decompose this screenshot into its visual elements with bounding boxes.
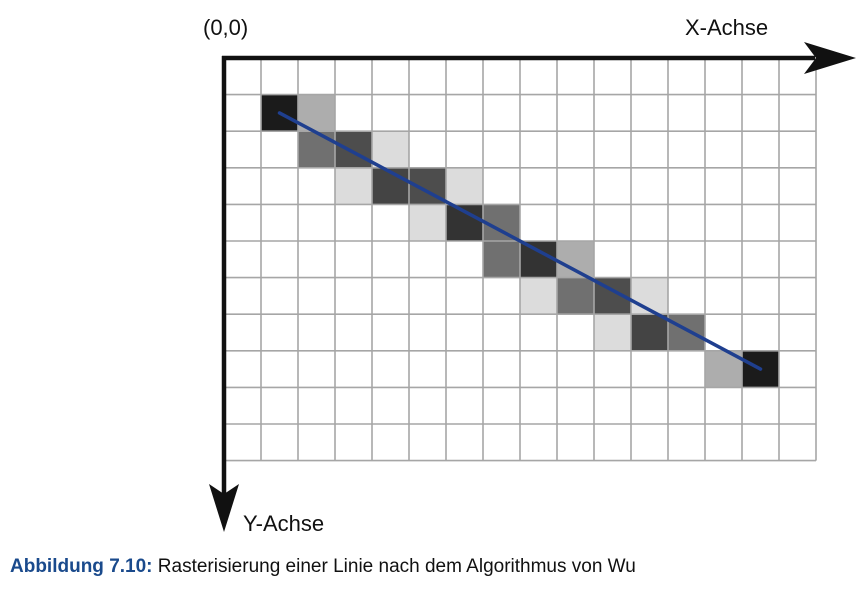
y-axis-label: Y-Achse bbox=[243, 511, 324, 536]
caption-text: Rasterisierung einer Linie nach dem Algo… bbox=[152, 556, 636, 577]
figure-caption: Abbildung 7.10: Rasterisierung einer Lin… bbox=[10, 556, 860, 578]
rasterized-line bbox=[277, 111, 763, 371]
grid bbox=[224, 58, 817, 462]
raster-pixel bbox=[446, 167, 483, 205]
pixel-layer bbox=[261, 94, 779, 388]
x-axis-label: X-Achse bbox=[685, 15, 768, 40]
raster-pixel bbox=[372, 131, 409, 168]
y-axis-arrowhead bbox=[209, 484, 239, 532]
x-axis-arrowhead bbox=[804, 42, 856, 74]
raster-pixel bbox=[335, 167, 372, 205]
raster-pixel bbox=[520, 277, 557, 315]
caption-label: Abbildung 7.10: bbox=[10, 556, 153, 577]
axes bbox=[209, 42, 856, 532]
raster-pixel bbox=[631, 314, 668, 351]
raster-pixel bbox=[409, 204, 446, 241]
raster-pixel bbox=[594, 314, 631, 351]
raster-pixel bbox=[298, 131, 335, 168]
origin-label: (0,0) bbox=[203, 15, 248, 40]
raster-pixel bbox=[483, 241, 520, 278]
raster-pixel bbox=[668, 314, 705, 351]
raster-pixel bbox=[557, 277, 594, 315]
raster-pixel bbox=[335, 131, 372, 168]
